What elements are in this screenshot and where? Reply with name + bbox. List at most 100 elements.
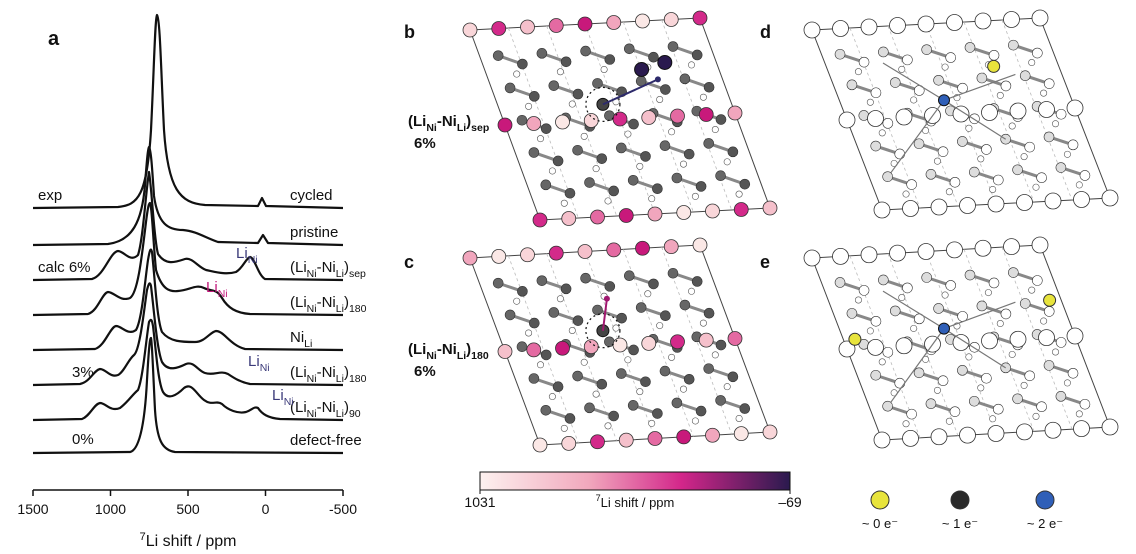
li-atom (890, 18, 906, 34)
li-atom (960, 427, 976, 443)
subscript: 90 (349, 408, 361, 420)
li-atom (918, 16, 934, 32)
atom (514, 71, 520, 77)
li-atom (613, 112, 627, 126)
atom (993, 175, 1003, 185)
text-part: -Ni (317, 399, 336, 416)
atom (899, 66, 905, 72)
subscript: Ni (426, 350, 437, 362)
atom (1021, 153, 1027, 159)
atom (605, 55, 615, 65)
atom (529, 318, 539, 328)
atom (517, 115, 527, 125)
atom (1029, 59, 1035, 65)
li-atom (607, 243, 621, 257)
subscript: 180 (471, 350, 489, 362)
atom (561, 57, 571, 67)
spectrum-label: (LiNi-NiLi)90 (290, 399, 361, 420)
atom (561, 284, 571, 294)
atom (668, 268, 678, 278)
atom (541, 405, 551, 415)
panel-label: c (404, 252, 414, 272)
atom (624, 271, 634, 281)
atom (537, 362, 543, 368)
atom (957, 365, 967, 375)
subscript: Ni (307, 408, 317, 420)
atom (637, 388, 643, 394)
li-atom (642, 111, 656, 125)
atom (879, 130, 885, 136)
atom (700, 320, 706, 326)
peak-label: LiNi (272, 387, 294, 408)
text-part: -Ni (317, 364, 336, 381)
atom (712, 126, 718, 132)
subscript: sep (471, 122, 489, 134)
atom (907, 180, 917, 190)
atom (649, 279, 659, 289)
atom (688, 62, 694, 68)
atom (684, 374, 694, 384)
li-atom (533, 438, 547, 452)
atom (985, 289, 991, 295)
peak-label: LiNi (206, 279, 228, 300)
li-atom (918, 244, 934, 260)
atom (926, 399, 936, 409)
atom (724, 383, 730, 389)
atom (989, 416, 995, 422)
atom (1076, 411, 1082, 417)
subscript: Ni (218, 288, 228, 300)
atom (628, 175, 638, 185)
atom (724, 159, 730, 165)
spectrum-label: (LiNi-NiLi)180 (290, 364, 367, 385)
li-atom (498, 118, 512, 132)
atom (966, 125, 972, 131)
subscript: Ni (307, 373, 317, 385)
atom (1020, 71, 1030, 81)
subscript: Li (457, 350, 466, 362)
li-atom (693, 11, 707, 25)
atom (616, 369, 626, 379)
atom (529, 91, 539, 101)
atom (1009, 351, 1015, 357)
text-part: -Ni (317, 294, 336, 311)
atom (981, 144, 991, 154)
atom (660, 366, 670, 376)
atom (668, 354, 674, 360)
legend-swatch (871, 491, 889, 509)
atom (529, 374, 539, 384)
atom (1013, 394, 1023, 404)
li-atom (833, 248, 849, 264)
subscript: Li (304, 338, 312, 350)
li-atom (549, 19, 563, 33)
atom (907, 409, 917, 419)
atom (641, 377, 651, 387)
atom (883, 401, 893, 411)
atom (871, 370, 881, 380)
atom (553, 382, 563, 392)
atom (950, 407, 960, 417)
subscript: Ni (284, 396, 294, 408)
spectrum-note: 3% (72, 364, 94, 381)
atom (934, 387, 940, 393)
atom (597, 379, 607, 389)
text-part: (Li (290, 259, 307, 276)
legend-label: ~ 2 e⁻ (1027, 516, 1063, 531)
atom (537, 135, 543, 141)
atom (716, 171, 726, 181)
li-atom (699, 333, 713, 347)
li-atom (988, 196, 1004, 212)
atom (1040, 90, 1046, 96)
atom (1001, 81, 1011, 91)
atom (903, 191, 909, 197)
atom (1009, 123, 1015, 129)
arrow-head (655, 76, 661, 82)
atom (549, 307, 559, 317)
li-atom (521, 248, 535, 262)
atom (613, 325, 619, 331)
atom (672, 173, 682, 183)
atom (680, 386, 686, 392)
atom (573, 371, 583, 381)
li-atom (658, 55, 672, 69)
li-atom (947, 15, 963, 31)
li-atom (804, 250, 820, 266)
